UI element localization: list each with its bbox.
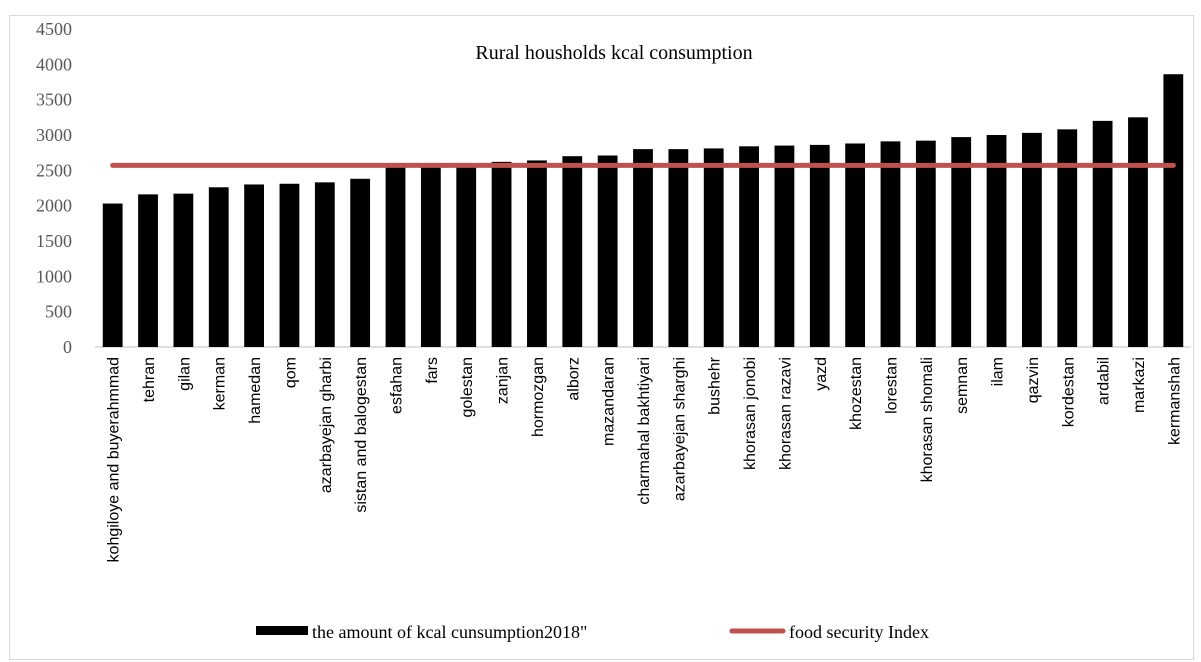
x-tick-label: mazandaran — [601, 357, 618, 446]
chart-title: Rural housholds kcal consumption — [475, 42, 752, 64]
x-tick-label: bushehr — [707, 356, 724, 414]
bar — [880, 141, 901, 347]
x-tick-label: sistan and balogestan — [353, 357, 370, 513]
x-tick-label: khorasan shomali — [919, 357, 936, 482]
bar — [774, 145, 795, 347]
bar — [173, 193, 194, 347]
y-tick-label: 2500 — [36, 160, 72, 180]
x-tick-label: tehran — [141, 357, 158, 402]
y-tick-label: 4500 — [36, 19, 72, 39]
x-tick-label: qom — [282, 357, 299, 388]
bar — [739, 146, 759, 347]
x-tick-label: zanjan — [495, 357, 512, 404]
bar — [279, 183, 300, 347]
bar — [809, 144, 830, 347]
x-tick-label: golestan — [459, 357, 476, 418]
legend: the amount of kcal cunsumption2018" food … — [256, 622, 929, 642]
legend-bar-label: the amount of kcal cunsumption2018" — [312, 622, 587, 642]
x-tick-label: kermanshah — [1166, 357, 1183, 445]
x-tick-label: ardabil — [1096, 357, 1113, 405]
x-tick-label: esfahan — [389, 357, 406, 414]
y-tick-label: 3500 — [36, 90, 72, 110]
x-tick-label: kohgiloye and buyerahmmad — [106, 357, 123, 562]
bar — [845, 143, 866, 347]
bars — [102, 74, 1184, 348]
bar — [986, 135, 1007, 347]
x-tick-label: khorasan razavi — [777, 357, 794, 470]
bar — [385, 165, 406, 347]
x-tick-label: qazvin — [1025, 357, 1042, 403]
x-tick-label: azarbayejan gharbi — [318, 357, 335, 493]
x-tick-label: hormozgan — [530, 357, 547, 437]
bar — [597, 155, 618, 347]
y-tick-label: 0 — [63, 337, 72, 357]
x-tick-label: lorestan — [883, 357, 900, 414]
x-tick-label: semnan — [954, 357, 971, 414]
x-tick-label: ilam — [990, 357, 1007, 386]
bar — [668, 149, 689, 347]
y-tick-label: 4000 — [36, 54, 72, 74]
bar — [102, 203, 123, 347]
bar — [1057, 129, 1078, 347]
x-tick-label: markazi — [1131, 357, 1148, 413]
bar — [1163, 74, 1184, 347]
x-tick-label: khorasan jonobi — [742, 357, 759, 470]
x-tick-label: yazd — [813, 357, 830, 391]
chart-frame — [9, 15, 1194, 660]
y-tick-label: 1500 — [36, 231, 72, 251]
bar — [314, 182, 335, 347]
y-tick-label: 2000 — [36, 196, 72, 216]
y-tick-label: 500 — [45, 302, 72, 322]
y-tick-label: 1000 — [36, 266, 72, 286]
bar — [456, 163, 477, 347]
legend-line-label: food security Index — [789, 622, 929, 642]
bar — [951, 137, 972, 347]
bar — [527, 160, 547, 347]
y-axis-ticks: 0 500 1000 1500 2000 2500 3000 3500 4000 4500 — [36, 19, 72, 357]
x-tick-label: kerman — [212, 357, 229, 410]
legend-bar-swatch — [256, 626, 308, 635]
bar — [420, 164, 441, 347]
x-tick-label: gilan — [176, 357, 193, 391]
bar — [915, 140, 936, 347]
x-tick-label: alborz — [565, 357, 582, 401]
bar — [350, 178, 371, 347]
bar — [1128, 117, 1148, 347]
x-tick-label: charmahal bakhtiyari — [636, 357, 653, 505]
bar — [633, 149, 653, 347]
x-tick-label: khozestan — [848, 357, 865, 430]
x-tick-label: kordestan — [1060, 357, 1077, 427]
y-tick-label: 3000 — [36, 125, 72, 145]
bar — [1092, 120, 1113, 348]
bar — [244, 184, 264, 347]
x-tick-label: azarbayejan sharghi — [671, 357, 688, 501]
bar — [491, 161, 512, 347]
bar — [703, 148, 724, 347]
bar — [138, 194, 158, 347]
bar — [1022, 132, 1042, 347]
bar — [562, 156, 583, 347]
bar — [208, 187, 229, 347]
x-tick-label: fars — [424, 357, 441, 384]
x-tick-label: hamedan — [247, 357, 264, 424]
x-axis-labels: kohgiloye and buyerahmmad tehran gilan kerm… — [106, 356, 1184, 562]
